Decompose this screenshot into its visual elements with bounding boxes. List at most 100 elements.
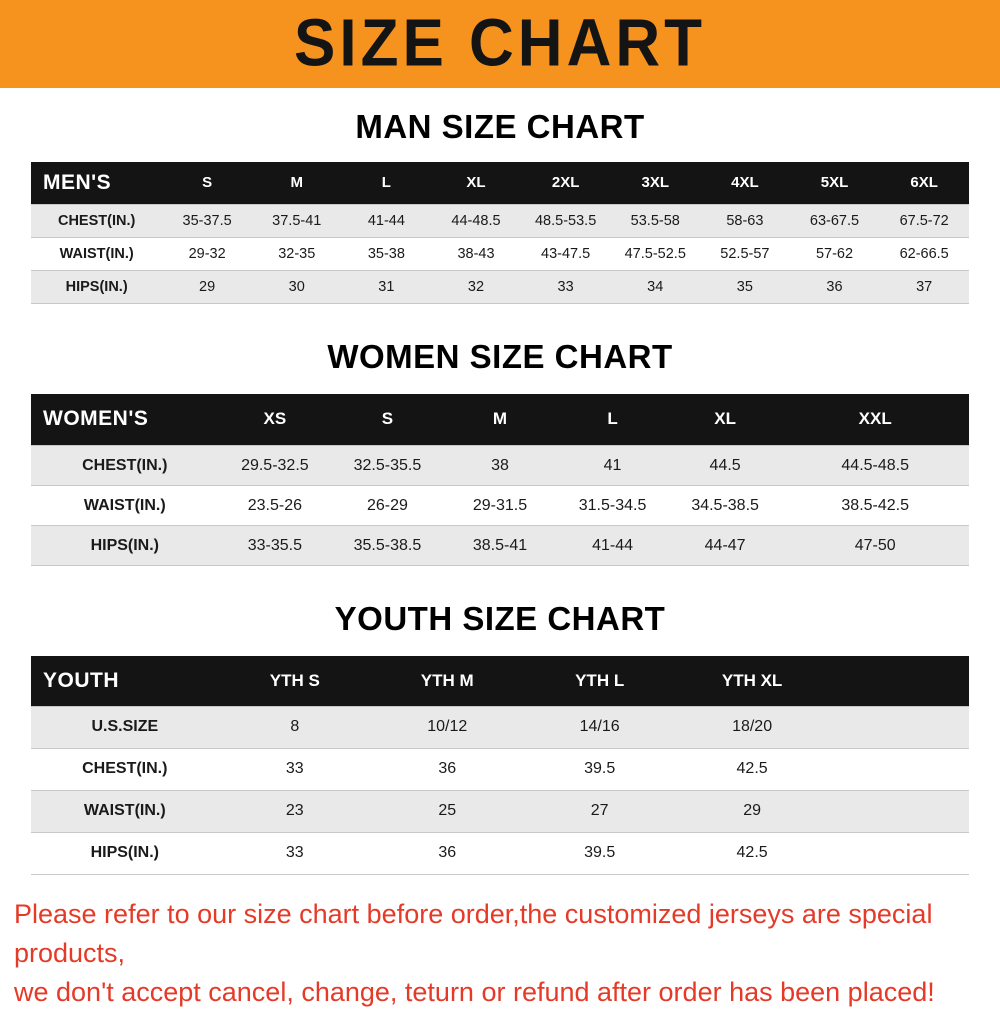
spacer-cell xyxy=(828,656,969,706)
sections-host: MAN SIZE CHART MEN'S S M L XL 2XL 3XL 4XL 5XL 6XL C… xyxy=(0,88,1000,875)
size-value: 32.5-35.5 xyxy=(331,445,444,486)
size-value: 34.5-38.5 xyxy=(668,485,782,526)
size-value: 36 xyxy=(789,269,880,303)
table-title: WOMEN'S xyxy=(31,393,219,446)
row-label: WAIST(IN.) xyxy=(31,236,163,270)
size-value: 47.5-52.5 xyxy=(610,236,701,270)
spacer-cell xyxy=(828,789,969,832)
table-header-row: YOUTH YTH S YTH M YTH L YTH XL xyxy=(31,656,969,706)
table-header-row: WOMEN'S XS S M L XL XXL xyxy=(31,393,969,446)
size-value: 53.5-58 xyxy=(610,203,701,237)
size-value: 31 xyxy=(341,269,432,303)
column-header: 2XL xyxy=(520,162,611,204)
size-value: 43-47.5 xyxy=(520,236,611,270)
size-value: 41-44 xyxy=(341,203,432,237)
size-value: 33 xyxy=(218,747,372,790)
section-men: MAN SIZE CHART MEN'S S M L XL 2XL 3XL 4XL 5XL 6XL C… xyxy=(0,88,1000,304)
size-value: 10/12 xyxy=(371,705,524,748)
table-row: CHEST(IN.) 35-37.5 37.5-41 41-44 44-48.5 48.5… xyxy=(31,203,969,237)
row-label: U.S.SIZE xyxy=(31,705,219,748)
column-header: M xyxy=(443,393,557,446)
column-header: 3XL xyxy=(610,162,701,204)
size-value: 36 xyxy=(371,747,524,790)
size-value: 29 xyxy=(675,789,829,832)
column-header: S xyxy=(331,393,444,446)
column-header: XL xyxy=(431,162,521,204)
size-value: 33 xyxy=(520,269,611,303)
footer-note-line1: Please refer to our size chart before or… xyxy=(14,898,933,968)
size-value: 58-63 xyxy=(700,203,790,237)
table-title: YOUTH xyxy=(31,656,219,706)
spacer-cell xyxy=(828,831,969,874)
size-value: 35-38 xyxy=(341,236,432,270)
size-value: 27 xyxy=(523,789,676,832)
table-row: HIPS(IN.) 33-35.5 35.5-38.5 38.5-41 41-44 44-… xyxy=(31,525,969,566)
footer-note: Please refer to our size chart before or… xyxy=(0,895,1000,1012)
section-women: WOMEN SIZE CHART WOMEN'S XS S M L XL XXL CHEST(I… xyxy=(0,304,1000,566)
size-value: 44.5-48.5 xyxy=(781,445,969,486)
youth-size-table: YOUTH YTH S YTH M YTH L YTH XL U.S.SIZE 8 10/12… xyxy=(31,656,969,875)
row-label: HIPS(IN.) xyxy=(31,269,163,303)
size-value: 32 xyxy=(431,269,521,303)
table-row: WAIST(IN.) 23 25 27 29 xyxy=(31,789,969,832)
size-value: 39.5 xyxy=(523,831,676,874)
size-value: 29-32 xyxy=(162,236,252,270)
size-value: 36 xyxy=(371,831,524,874)
size-value: 38.5-42.5 xyxy=(781,485,969,526)
size-value: 41 xyxy=(556,445,669,486)
size-value: 44.5 xyxy=(668,445,782,486)
row-label: CHEST(IN.) xyxy=(31,747,219,790)
row-label: HIPS(IN.) xyxy=(31,525,219,566)
size-value: 62-66.5 xyxy=(879,236,969,270)
size-value: 33-35.5 xyxy=(218,525,332,566)
column-header: YTH L xyxy=(523,656,676,706)
section-heading: MAN SIZE CHART xyxy=(355,108,645,145)
size-value: 31.5-34.5 xyxy=(556,485,669,526)
spacer-cell xyxy=(828,747,969,790)
table-row: WAIST(IN.) 23.5-26 26-29 29-31.5 31.5-34.5 34… xyxy=(31,485,969,526)
column-header: S xyxy=(162,162,252,204)
size-value: 18/20 xyxy=(675,705,829,748)
size-value: 52.5-57 xyxy=(700,236,790,270)
table-row: HIPS(IN.) 33 36 39.5 42.5 xyxy=(31,831,969,874)
column-header: 4XL xyxy=(700,162,790,204)
size-value: 8 xyxy=(218,705,372,748)
size-value: 37.5-41 xyxy=(251,203,342,237)
size-chart-banner: SIZE CHART xyxy=(0,0,1000,88)
row-label: CHEST(IN.) xyxy=(31,203,163,237)
table-row: WAIST(IN.) 29-32 32-35 35-38 38-43 43-47.5 47.… xyxy=(31,236,969,270)
size-value: 44-47 xyxy=(668,525,782,566)
column-header: 5XL xyxy=(789,162,880,204)
size-value: 48.5-53.5 xyxy=(520,203,611,237)
table-row: CHEST(IN.) 33 36 39.5 42.5 xyxy=(31,747,969,790)
row-label: WAIST(IN.) xyxy=(31,485,219,526)
size-value: 63-67.5 xyxy=(789,203,880,237)
table-row: HIPS(IN.) 29 30 31 32 33 34 35 36 37 xyxy=(31,269,969,303)
column-header: 6XL xyxy=(879,162,969,204)
women-size-table: WOMEN'S XS S M L XL XXL CHEST(IN.) 29.5-32.5 32.5… xyxy=(31,393,969,566)
size-value: 29-31.5 xyxy=(443,485,557,526)
size-value: 42.5 xyxy=(675,747,829,790)
size-value: 38.5-41 xyxy=(443,525,557,566)
spacer-cell xyxy=(828,705,969,748)
column-header: XL xyxy=(668,393,782,446)
size-value: 57-62 xyxy=(789,236,880,270)
size-value: 35-37.5 xyxy=(162,203,252,237)
column-header: M xyxy=(251,162,342,204)
row-label: WAIST(IN.) xyxy=(31,789,219,832)
size-value: 67.5-72 xyxy=(879,203,969,237)
size-value: 47-50 xyxy=(781,525,969,566)
size-value: 41-44 xyxy=(556,525,669,566)
size-value: 34 xyxy=(610,269,701,303)
row-label: HIPS(IN.) xyxy=(31,831,219,874)
size-value: 37 xyxy=(879,269,969,303)
banner-title: SIZE CHART xyxy=(294,6,706,81)
size-value: 32-35 xyxy=(251,236,342,270)
size-value: 44-48.5 xyxy=(431,203,521,237)
size-value: 35 xyxy=(700,269,790,303)
men-size-table: MEN'S S M L XL 2XL 3XL 4XL 5XL 6XL CHEST(IN.) 35-37… xyxy=(31,162,969,304)
size-value: 35.5-38.5 xyxy=(331,525,444,566)
size-value: 39.5 xyxy=(523,747,676,790)
size-value: 29.5-32.5 xyxy=(218,445,332,486)
column-header: YTH XL xyxy=(675,656,829,706)
